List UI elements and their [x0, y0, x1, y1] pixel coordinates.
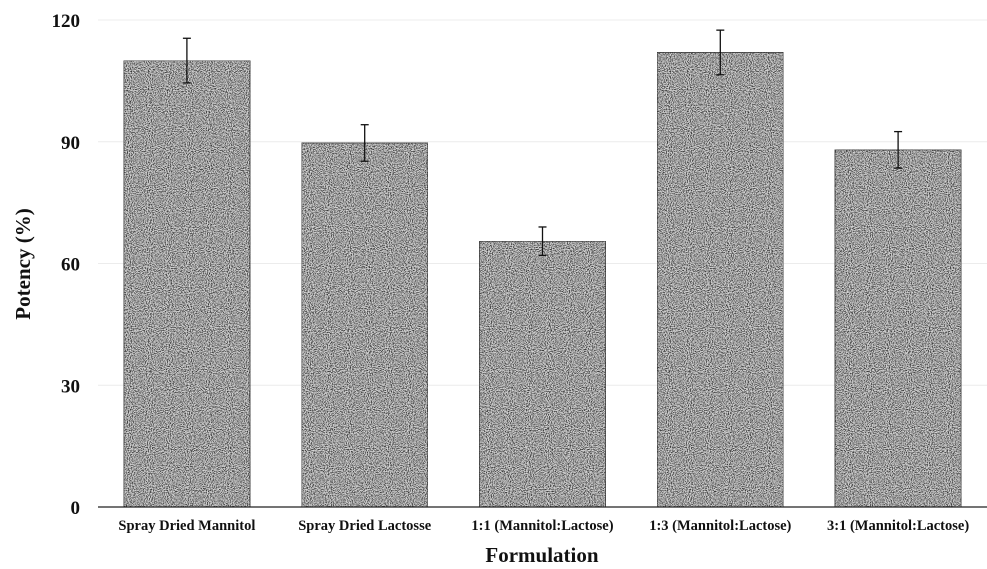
- y-tick-label: 0: [71, 498, 81, 519]
- bar: [123, 60, 251, 508]
- x-tick-label: Spray Dried Lactosse: [298, 518, 431, 534]
- error-bars: [182, 29, 903, 257]
- x-axis-title: Formulation: [485, 543, 598, 564]
- x-tick-label: 1:1 (Mannitol:Lactose): [471, 518, 613, 534]
- y-tick-label: 60: [61, 255, 80, 276]
- y-tick-label: 90: [61, 133, 80, 154]
- x-tick-label: Spray Dried Mannitol: [118, 518, 255, 534]
- bar: [656, 51, 784, 508]
- bar: [478, 240, 607, 508]
- bar: [834, 149, 962, 508]
- y-tick-label: 30: [61, 376, 80, 397]
- bars: [123, 51, 962, 508]
- bar: [301, 142, 429, 508]
- y-tick-label: 120: [52, 11, 81, 32]
- x-tick-label: 3:1 (Mannitol:Lactose): [827, 518, 969, 534]
- x-tick-label: 1:3 (Mannitol:Lactose): [649, 518, 791, 534]
- y-axis-title: Potency (%): [11, 208, 35, 319]
- labels: 0 30 60 90 120 Spray Dried Mannitol Spray Drie…: [52, 11, 970, 534]
